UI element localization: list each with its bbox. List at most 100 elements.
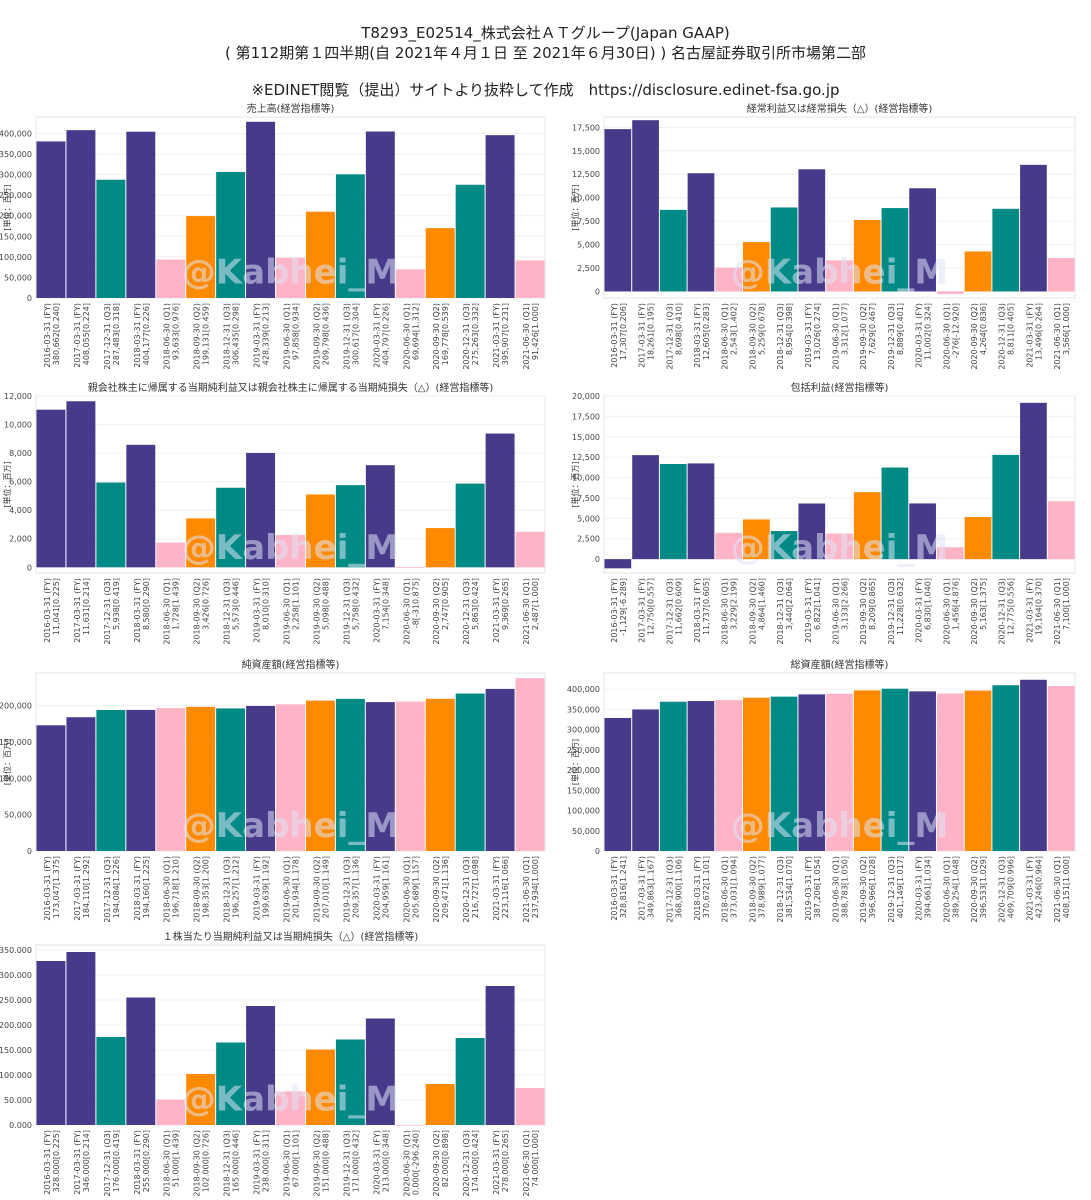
bar [992, 454, 1020, 560]
x-tick-label: 2018-09-30 (Q2) [748, 578, 757, 645]
x-tick-value-label: 11,737[0.605] [702, 578, 711, 635]
x-tick-label: 2021-06-30 (Q1) [522, 303, 531, 370]
chart-title: 売上高(経営指標等) [247, 102, 335, 115]
x-tick-label: 2019-09-30 (Q2) [859, 303, 868, 370]
bar [305, 700, 335, 851]
x-tick-value-label: 196,257[1.212] [232, 856, 241, 918]
y-tick-label: 0 [27, 294, 32, 303]
watermark: @Kabhei_M [731, 253, 948, 293]
x-tick-value-label: 169,778[0.539] [441, 303, 450, 365]
x-tick-value-label: 7,100[1.000] [1062, 578, 1071, 630]
chart-title: １株当たり当期純利益又は当期純損失（△）(経営指標等) [163, 930, 419, 943]
x-tick-label: 2017-12-31 (Q3) [103, 303, 112, 370]
x-tick-label: 2020-06-30 (Q1) [942, 578, 951, 645]
x-tick-label: 2019-12-31 (Q3) [887, 856, 896, 923]
x-tick-label: 2018-09-30 (Q2) [748, 856, 757, 923]
x-tick-label: 2019-06-30 (Q1) [283, 1130, 292, 1197]
x-tick-label: 2021-06-30 (Q1) [522, 578, 531, 645]
bar [604, 559, 632, 569]
bar [96, 179, 126, 298]
x-tick-value-label: 328.000[0.225] [52, 1130, 61, 1192]
bar [395, 1125, 425, 1126]
x-tick-label: 2020-06-30 (Q1) [402, 1130, 411, 1197]
x-tick-value-label: 5,573[0.446] [232, 578, 241, 630]
y-tick-label: 8,000 [9, 449, 32, 458]
x-tick-value-label: 373,031[1.094] [730, 856, 739, 918]
x-tick-label: 2018-03-31 (FY) [693, 578, 702, 643]
x-tick-label: 2018-06-30 (Q1) [721, 578, 730, 645]
bar [395, 567, 425, 568]
watermark: @Kabhei_M [731, 806, 948, 846]
x-tick-label: 2021-03-31 (FY) [492, 1130, 501, 1195]
bar [743, 242, 770, 292]
x-tick-value-label: 387,206[1.054] [813, 856, 822, 918]
bar [156, 708, 186, 851]
x-tick-value-label: 396,966[1.028] [868, 856, 877, 918]
x-tick-value-label: 5,259[0.678] [757, 303, 766, 355]
bar [485, 986, 515, 1125]
x-tick-value-label: 428,339[0.213] [262, 303, 271, 365]
x-tick-value-label: 174.000[0.424] [471, 1130, 480, 1192]
x-tick-value-label: 4,864[1.460] [757, 578, 766, 630]
y-axis-label: [単位：百万] [570, 184, 580, 230]
y-axis-label: [単位：百万] [2, 184, 12, 230]
x-tick-label: 2017-12-31 (Q3) [665, 856, 674, 923]
y-tick-label: 200.000 [0, 1021, 32, 1030]
y-tick-label: 0 [27, 563, 32, 572]
x-tick-label: 2019-09-30 (Q2) [312, 1130, 321, 1197]
x-tick-label: 2020-09-30 (Q2) [970, 856, 979, 923]
bar [455, 483, 485, 568]
x-tick-value-label: 8,889[0.401] [896, 303, 905, 355]
x-tick-value-label: 102.000[0.726] [202, 1130, 211, 1192]
bar [659, 701, 687, 851]
x-tick-label: 2018-06-30 (Q1) [721, 303, 730, 370]
bar [395, 269, 425, 298]
x-tick-value-label: 8,010[0.310] [262, 578, 271, 630]
x-tick-value-label: 395,907[0.231] [501, 303, 510, 365]
x-tick-value-label: 370,672[1.101] [702, 856, 711, 918]
x-tick-label: 2019-12-31 (Q3) [887, 578, 896, 645]
x-tick-value-label: 0.000[-296.240] [411, 1130, 420, 1195]
y-axis-label: [単位：百万] [2, 739, 12, 785]
bar [687, 463, 715, 560]
x-tick-label: 2021-06-30 (Q1) [522, 1130, 531, 1197]
bar [826, 260, 853, 292]
bar [853, 219, 881, 292]
x-tick-label: 2018-12-31 (Q3) [776, 303, 785, 370]
x-tick-label: 2019-12-31 (Q3) [887, 303, 896, 370]
y-tick-label: 250.000 [0, 996, 32, 1005]
x-tick-value-label: 346.000[0.214] [82, 1130, 91, 1192]
bar [216, 708, 246, 851]
y-tick-label: 300,000 [0, 171, 32, 180]
bar [276, 257, 305, 298]
x-tick-value-label: 11,631[0.214] [82, 578, 91, 635]
bar [36, 141, 66, 298]
x-tick-label: 2018-06-30 (Q1) [163, 578, 172, 645]
bar [715, 532, 743, 560]
x-tick-value-label: 238.000[0.311] [262, 1130, 271, 1192]
bar [659, 464, 687, 560]
x-tick-value-label: 2,258[1.101] [292, 578, 301, 630]
y-tick-label: 12,500 [572, 453, 600, 462]
x-tick-label: 2021-03-31 (FY) [1025, 578, 1034, 643]
bar [96, 482, 126, 568]
x-tick-label: 2021-06-30 (Q1) [1053, 578, 1062, 645]
x-tick-value-label: 2,747[0.905] [441, 578, 450, 630]
bar [246, 452, 276, 568]
x-tick-label: 2020-03-31 (FY) [372, 578, 381, 643]
x-tick-label: 2019-06-30 (Q1) [832, 303, 841, 370]
y-tick-label: 150,000 [567, 786, 600, 795]
bar [515, 531, 545, 568]
x-tick-value-label: 165.000[0.446] [232, 1130, 241, 1192]
x-tick-label: 2020-03-31 (FY) [915, 578, 924, 643]
bar [36, 409, 66, 568]
x-tick-value-label: 171.000[0.432] [351, 1130, 360, 1192]
bar [964, 517, 992, 560]
x-tick-label: 2019-03-31 (FY) [804, 578, 813, 643]
watermark: @Kabhei_M [182, 1080, 399, 1120]
y-axis-label: [単位：百万] [570, 739, 580, 785]
x-tick-value-label: 1,456[4.876] [951, 578, 960, 630]
y-tick-label: 250,000 [567, 746, 600, 755]
x-tick-value-label: 5,163[1.375] [979, 578, 988, 630]
x-tick-value-label: 368,900[1.106] [674, 856, 683, 918]
